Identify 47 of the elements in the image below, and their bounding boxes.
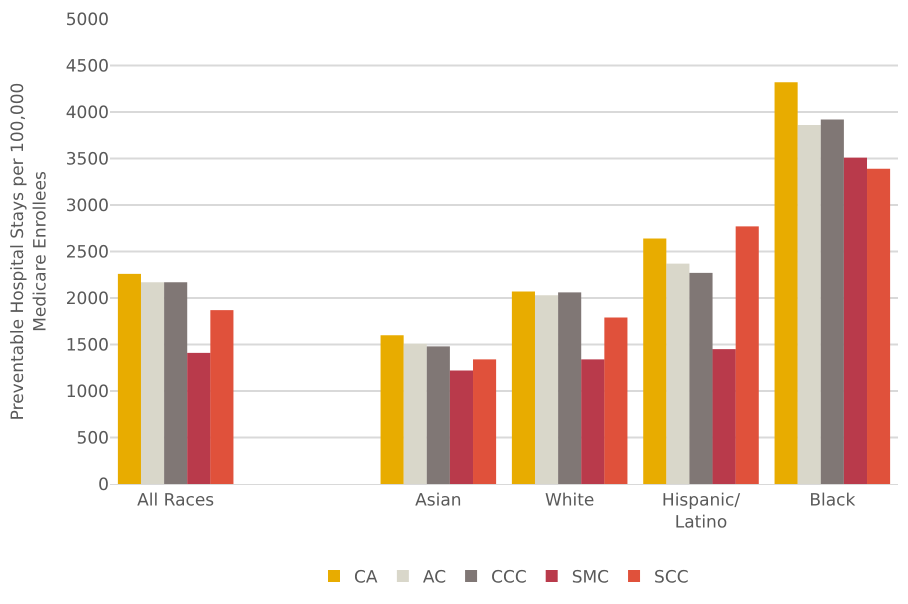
bar: [820, 119, 844, 484]
bar: [712, 349, 736, 484]
bar: [210, 310, 234, 484]
bar: [643, 238, 666, 484]
x-tick-label: Hispanic/Latino: [662, 490, 740, 532]
bar: [426, 346, 450, 484]
y-tick-label: 0: [98, 474, 109, 495]
legend-label: SCC: [654, 568, 689, 588]
bar: [581, 359, 604, 484]
bar: [558, 292, 582, 484]
bar: [689, 272, 713, 484]
bar: [844, 158, 868, 484]
bar: [534, 295, 558, 484]
bar: [450, 370, 474, 484]
bar: [867, 168, 890, 484]
x-tick-label: Asian: [415, 490, 462, 510]
bar: [140, 282, 164, 484]
x-tick-label: Black: [809, 490, 856, 510]
bar: [736, 226, 759, 484]
bar: [118, 274, 141, 484]
bar: [404, 344, 427, 484]
y-tick-label: 500: [76, 428, 109, 448]
y-tick-label: 1500: [66, 335, 109, 356]
x-tick-label: All Races: [137, 490, 214, 510]
bar: [774, 82, 798, 484]
y-tick-label: 5000: [66, 10, 109, 30]
bar: [604, 318, 628, 484]
bar: [187, 352, 210, 484]
y-tick-label: 4000: [66, 102, 109, 123]
bar: [512, 291, 535, 484]
y-tick-label: 3500: [66, 149, 109, 170]
bar: [164, 282, 188, 484]
legend-label: AC: [422, 568, 446, 588]
y-tick-label: 1000: [66, 382, 109, 402]
y-axis-title: Preventable Hospital Stays per 100,000 Medicare Enrollees: [8, 82, 50, 420]
legend-label: CCC: [491, 568, 527, 588]
y-tick-label: 4500: [66, 56, 109, 76]
x-tick-label: White: [544, 490, 594, 510]
y-tick-label: 3000: [66, 196, 109, 216]
bar: [473, 359, 496, 484]
bar: [380, 335, 404, 484]
bar: [798, 125, 821, 484]
y-tick-label: 2000: [66, 288, 109, 309]
y-tick-label: 2500: [66, 242, 109, 262]
legend-label: SMC: [572, 568, 610, 588]
legend-label: CA: [354, 568, 378, 588]
bar: [666, 264, 690, 484]
